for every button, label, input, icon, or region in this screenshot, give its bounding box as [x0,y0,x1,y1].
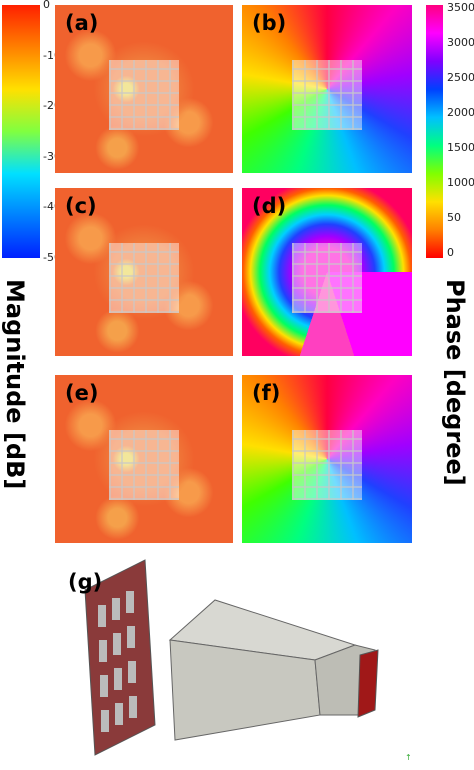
field-panel: (e) [55,375,233,543]
metasurface-overlay [292,243,362,313]
phase-tick: 2000 [447,106,474,119]
panel-label: (c) [65,194,97,218]
metasurface-overlay [292,60,362,130]
setup-label: (g) [68,570,103,594]
phase-tick: 0 [447,246,454,259]
phase-tick: 3500 [447,1,474,14]
metasurface-overlay [292,430,362,500]
phase-tick: 2500 [447,71,474,84]
phase-tick: 1500 [447,141,474,154]
field-panel: (d) [242,188,412,356]
panel-label: (b) [252,11,287,35]
metasurface-overlay [109,243,179,313]
panel-label: (a) [65,11,99,35]
setup-drawing: ↑ [84,559,412,762]
magnitude-tick: 0 [43,0,50,11]
field-panel: (c) [55,188,233,356]
field-panel: (f) [242,375,412,543]
phase-colorbar [426,5,443,258]
phase-title: Phase [degree] [441,279,469,486]
panel-label: (d) [252,194,287,218]
panel-label: (e) [65,381,99,405]
metasurface-overlay [109,430,179,500]
phase-tick: 50 [447,211,461,224]
panel-label: (f) [252,381,281,405]
field-panel: (b) [242,5,412,173]
magnitude-title: Magnitude [dB] [1,279,29,490]
metasurface-overlay [109,60,179,130]
magnitude-colorbar [2,5,40,258]
field-panel: (a) [55,5,233,173]
phase-tick: 1000 [447,176,474,189]
phase-tick: 3000 [447,36,474,49]
axis-icon: ↑ [405,753,412,762]
